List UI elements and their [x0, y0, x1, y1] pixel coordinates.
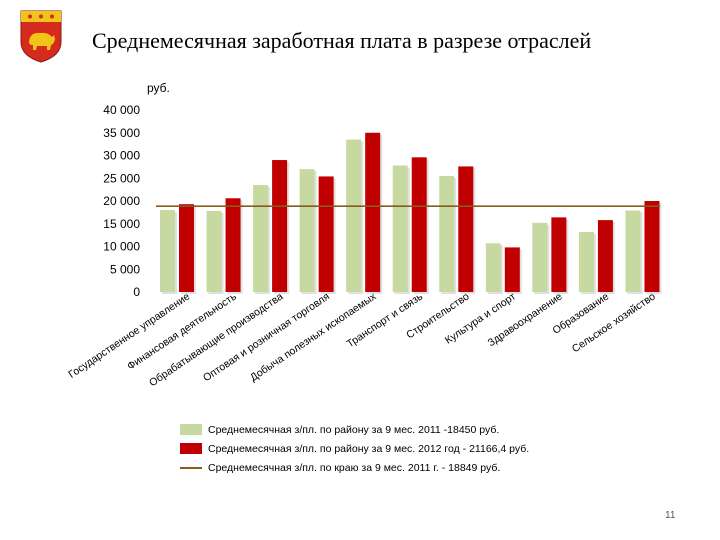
y-unit-label: руб. — [147, 81, 170, 95]
bar-2012 — [411, 157, 429, 294]
x-category-label: Сельское хозяйство — [570, 290, 658, 355]
bar-2011 — [485, 243, 503, 294]
bar-2011 — [578, 231, 596, 294]
legend-item-region: Среднемесячная з/пл. по краю за 9 мес. 2… — [180, 458, 529, 477]
legend-label-2011: Среднемесячная з/пл. по району за 9 мес.… — [208, 423, 500, 436]
legend-swatch-2011 — [180, 424, 202, 435]
bar-2012 — [179, 204, 196, 294]
y-tick-label: 40 000 — [103, 103, 140, 117]
legend-label-2012: Среднемесячная з/пл. по району за 9 мес.… — [208, 442, 530, 455]
legend-item-2012: Среднемесячная з/пл. по району за 9 мес.… — [180, 439, 529, 458]
legend-label-region: Среднемесячная з/пл. по краю за 9 мес. 2… — [208, 461, 501, 474]
page-number: 11 — [665, 510, 676, 521]
bar-2011 — [346, 139, 364, 294]
chart-legend: Среднемесячная з/пл. по району за 9 мес.… — [180, 420, 529, 477]
y-tick-label: 10 000 — [103, 240, 140, 254]
bar-2011 — [625, 210, 643, 294]
bar-2012 — [272, 160, 290, 294]
bar-2011 — [160, 210, 177, 294]
bar-2011 — [439, 175, 457, 294]
bar-2012 — [551, 217, 569, 294]
bar-2011 — [392, 165, 410, 294]
coat-of-arms-icon — [18, 8, 64, 64]
legend-line-region — [180, 466, 202, 469]
y-tick-label: 25 000 — [103, 171, 140, 185]
y-tick-label: 5 000 — [110, 262, 140, 276]
legend-item-2011: Среднемесячная з/пл. по району за 9 мес.… — [180, 420, 529, 439]
y-tick-label: 15 000 — [103, 217, 140, 231]
bar-2011 — [532, 222, 550, 294]
bar-2012 — [318, 176, 336, 294]
bar-2011 — [299, 169, 317, 294]
bar-2012 — [504, 247, 522, 294]
slide-title: Среднемесячная заработная плата в разрез… — [92, 28, 592, 53]
bar-2012 — [225, 198, 243, 294]
y-tick-label: 30 000 — [103, 149, 140, 163]
bar-2012 — [365, 132, 383, 294]
y-tick-label: 0 — [133, 285, 140, 299]
bar-2012 — [458, 166, 476, 294]
bar-2011 — [206, 211, 224, 294]
legend-swatch-2012 — [180, 443, 202, 454]
x-category-label: Транспорт и связь — [345, 290, 426, 350]
y-tick-label: 20 000 — [103, 194, 140, 208]
bar-2012 — [597, 220, 615, 294]
y-tick-label: 35 000 — [103, 126, 140, 140]
bar-2012 — [644, 201, 662, 294]
bar-2011 — [253, 185, 271, 294]
